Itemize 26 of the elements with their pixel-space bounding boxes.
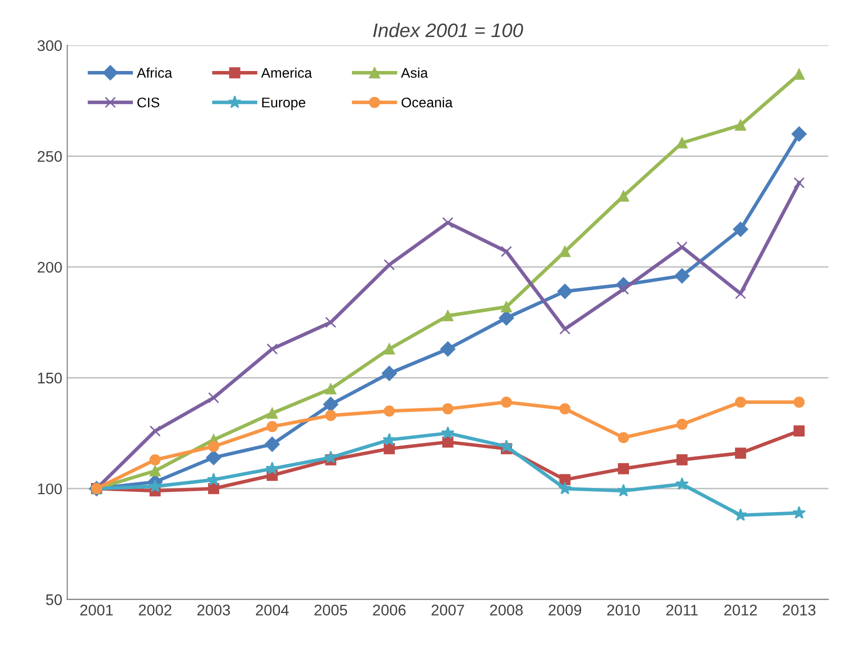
x-tick-label: 2005: [314, 604, 348, 616]
x-tick-label: 2009: [548, 604, 582, 616]
x-tick-label: 2006: [373, 604, 406, 616]
x-tick-label: 2010: [607, 604, 640, 616]
x-tick-label: 2011: [666, 604, 698, 616]
y-tick-label: 300: [38, 40, 62, 52]
y-tick-label: 200: [38, 262, 62, 273]
legend-label: America: [261, 68, 312, 78]
x-tick-label: 2004: [256, 604, 289, 616]
x-tick-label: 2013: [782, 604, 816, 616]
chart-title: Index 2001 = 100: [373, 22, 524, 38]
legend-label: Asia: [400, 68, 428, 78]
x-tick-label: 2008: [490, 604, 523, 616]
legend-label: Africa: [136, 68, 172, 78]
x-tick-label: 2007: [432, 604, 464, 616]
x-tick-label: 2001: [80, 604, 113, 616]
legend-label: CIS: [137, 98, 160, 108]
y-tick-label: 150: [38, 372, 62, 384]
y-tick-label: 100: [38, 483, 62, 494]
legend-label: Oceania: [402, 97, 453, 108]
x-tick-label: 2002: [138, 604, 172, 616]
x-tick-label: 2003: [197, 604, 230, 616]
y-tick-label: 50: [46, 594, 62, 606]
x-tick-label: 2012: [724, 604, 757, 616]
legend-label: Europe: [262, 98, 306, 110]
y-tick-label: 250: [38, 151, 62, 162]
